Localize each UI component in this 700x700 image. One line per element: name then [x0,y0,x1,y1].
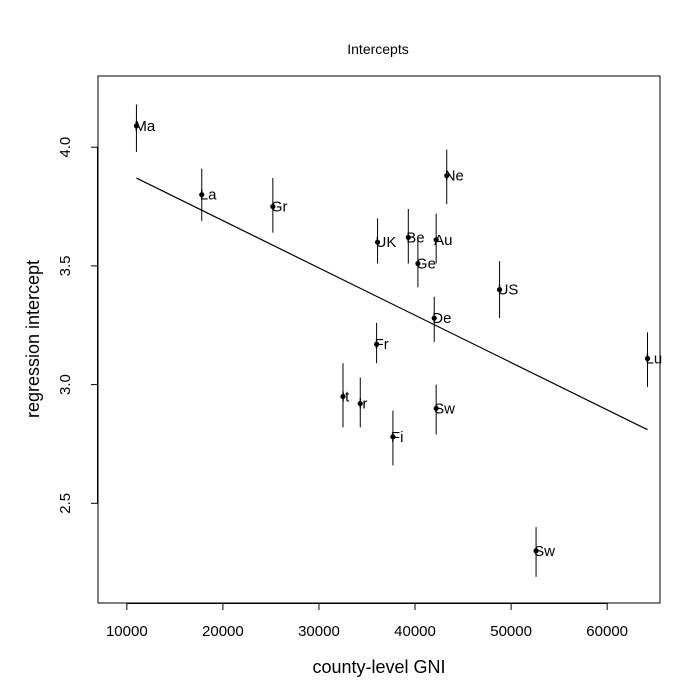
chart-title: Intercepts [347,41,408,57]
y-tick-label: 2.5 [57,493,74,514]
regression-line-group [136,177,648,431]
data-point-label: La [200,187,217,204]
x-tick-label: 10000 [106,623,148,640]
data-point-label: Fr [375,336,389,353]
data-point-sw: Sw [433,384,455,435]
data-point-marker [433,237,439,243]
data-point-label: Lu [646,350,663,367]
data-point-marker [373,341,380,347]
data-point-marker [340,393,346,400]
x-tick-label: 20000 [202,623,244,640]
data-point-ir: Ir [357,377,367,428]
data-point-marker [415,260,421,267]
y-axis-label: regression intercept [23,260,43,418]
data-point-gr: Gr [270,178,288,233]
data-point-marker [444,173,450,179]
data-point-marker [433,405,439,411]
data-point-marker [390,434,396,440]
x-tick-label: 40000 [394,623,436,640]
data-point-marker [133,123,140,129]
regression-line [136,177,648,431]
data-point-label: Au [434,232,452,249]
data-points: Ma La Gr UK Be Au Ne Ge US De Fr Lu It Ir Sw Fi Sw [133,104,663,577]
y-tick-label: 4.0 [57,137,74,158]
data-point-ge: Ge [415,237,436,288]
data-point-label: Sw [434,400,455,417]
data-point-label: It [341,388,350,405]
data-point-marker [270,203,276,210]
x-axis-label: county-level GNI [312,657,445,677]
data-point-de: De [431,296,451,342]
data-point-ne: Ne [444,149,464,205]
data-point-label: Fi [391,429,404,446]
x-tick-label: 50000 [490,623,532,640]
data-point-label: Be [406,229,424,246]
data-point-label: Ge [416,256,436,273]
data-point-marker [644,355,651,362]
data-point-sw: Sw [533,527,555,577]
data-point-au: Au [433,213,453,264]
data-point-marker [496,287,503,293]
data-point-marker [199,192,205,198]
data-point-it: It [340,363,350,428]
data-point-uk: UK [374,218,397,264]
data-point-fi: Fi [390,410,404,466]
data-point-marker [374,239,381,245]
y-tick-label: 3.5 [57,255,74,276]
data-point-marker [533,548,539,554]
data-point-lu: Lu [644,332,663,387]
data-point-label: UK [376,234,397,251]
data-point-marker [357,400,363,407]
data-point-be: Be [405,208,425,264]
y-axis: 2.5 3.0 3.5 4.0 [57,137,98,514]
data-point-marker [405,234,411,241]
data-point-la: La [199,168,217,221]
data-point-label: Ne [445,168,464,185]
data-point-us: US [496,261,519,319]
data-point-label: Ir [358,396,367,413]
data-point-label: Gr [271,199,288,216]
x-tick-label: 30000 [298,623,340,640]
data-point-label: US [498,282,519,299]
data-point-marker [431,315,437,321]
data-point-fr: Fr [373,322,389,364]
y-tick-label: 3.0 [57,374,74,395]
x-tick-label: 60000 [586,623,628,640]
x-axis: 10000 20000 30000 40000 50000 60000 [106,603,628,640]
data-point-label: Sw [534,543,555,560]
data-point-label: De [432,310,451,327]
data-point-label: Ma [134,118,155,135]
data-point-ma: Ma [133,104,156,152]
